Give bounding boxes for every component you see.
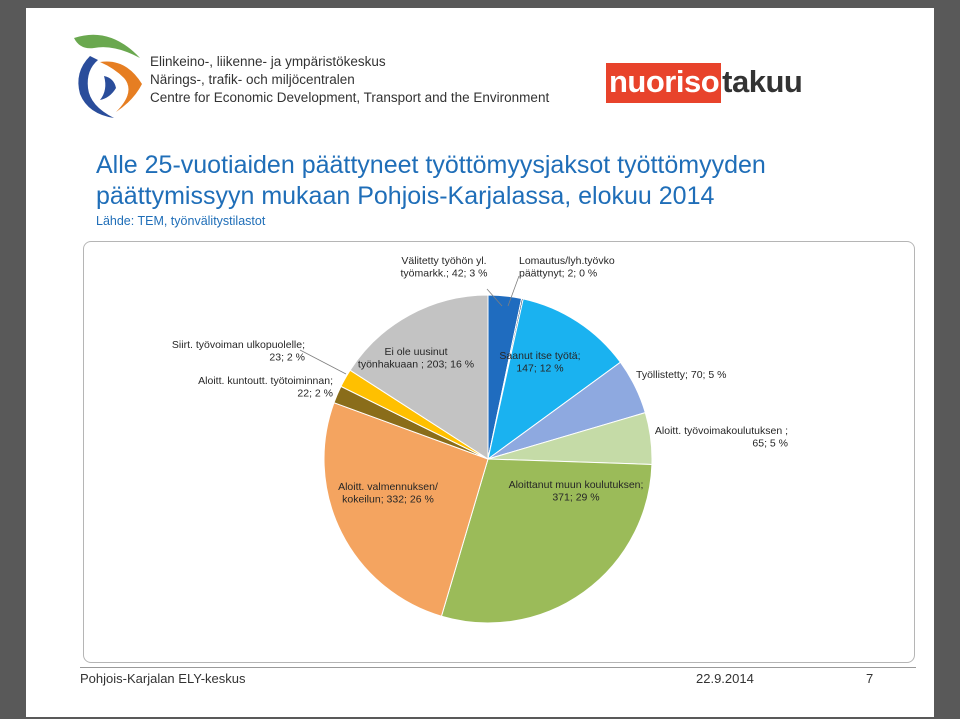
slice-data-label: Työllistetty; 70; 5 %: [636, 369, 726, 381]
label-leader-line: [486, 288, 503, 307]
pie-chart: Välitetty työhön yl. työmarkk.; 42; 3 % Lo…: [172, 255, 788, 624]
pie-slice: [349, 294, 489, 460]
label-leader-line: [507, 275, 520, 307]
chart-title: Alle 25-vuotiaiden päättyneet työttömyys…: [96, 150, 766, 212]
slice-data-label: Saanut itse työtä; 147; 12 %: [499, 350, 580, 375]
chart-frame: Välitetty työhön yl. työmarkk.; 42; 3 % Lo…: [83, 241, 915, 663]
slide: Elinkeino-, liikenne- ja ympäristökeskus…: [26, 8, 934, 717]
pie-slice: [440, 458, 653, 624]
chart-title-line-2: päättymissyyn mukaan Pohjois-Karjalassa,…: [96, 182, 715, 210]
org-name-sv: Närings-, trafik- och miljöcentralen: [150, 72, 355, 87]
slice-data-label: Aloitt. valmennuksen/kokeilun; 332; 26 %: [338, 481, 438, 506]
brand-part-a: nuoriso: [606, 63, 722, 103]
slice-data-label: Välitetty työhön yl. työmarkk.; 42; 3 %: [401, 255, 488, 280]
organization-names: Elinkeino-, liikenne- ja ympäristökeskus…: [150, 53, 549, 107]
chart-source: Lähde: TEM, työnvälitystilastot: [96, 214, 266, 228]
slice-data-label: Lomautus/lyh.työvko päättynyt; 2; 0 %: [519, 255, 615, 280]
ely-logo-icon: [74, 34, 142, 118]
footer-organization: Pohjois-Karjalan ELY-keskus: [80, 671, 246, 686]
pie-slice: [323, 402, 489, 617]
slice-data-label: Ei ole uusinut työnhakuaan ; 203; 16 %: [358, 346, 474, 371]
brand-part-b: takuu: [722, 64, 803, 99]
slice-data-label: Aloitt. kuntoutt. työtoiminnan; 22; 2 %: [198, 375, 333, 400]
footer-date: 22.9.2014: [696, 671, 754, 686]
org-name-en: Centre for Economic Development, Transpo…: [150, 90, 550, 105]
org-name-fi: Elinkeino-, liikenne- ja ympäristökeskus: [150, 54, 386, 69]
slice-data-label: Aloittanut muun koulutuksen; 371; 29 %: [509, 479, 644, 504]
pie-slice: [487, 298, 622, 461]
nuorisotakuu-logo: nuorisotakuu: [606, 63, 803, 103]
footer-divider: [80, 667, 916, 668]
chart-title-line-1: Alle 25-vuotiaiden päättyneet työttömyys…: [96, 151, 766, 179]
footer-page-number: 7: [866, 671, 874, 686]
slice-data-label: Aloitt. työvoimakoulutuksen ; 65; 5 %: [655, 425, 788, 450]
label-leader-line: [299, 349, 347, 375]
slice-data-label: Siirt. työvoiman ulkopuolelle; 23; 2 %: [172, 339, 305, 364]
